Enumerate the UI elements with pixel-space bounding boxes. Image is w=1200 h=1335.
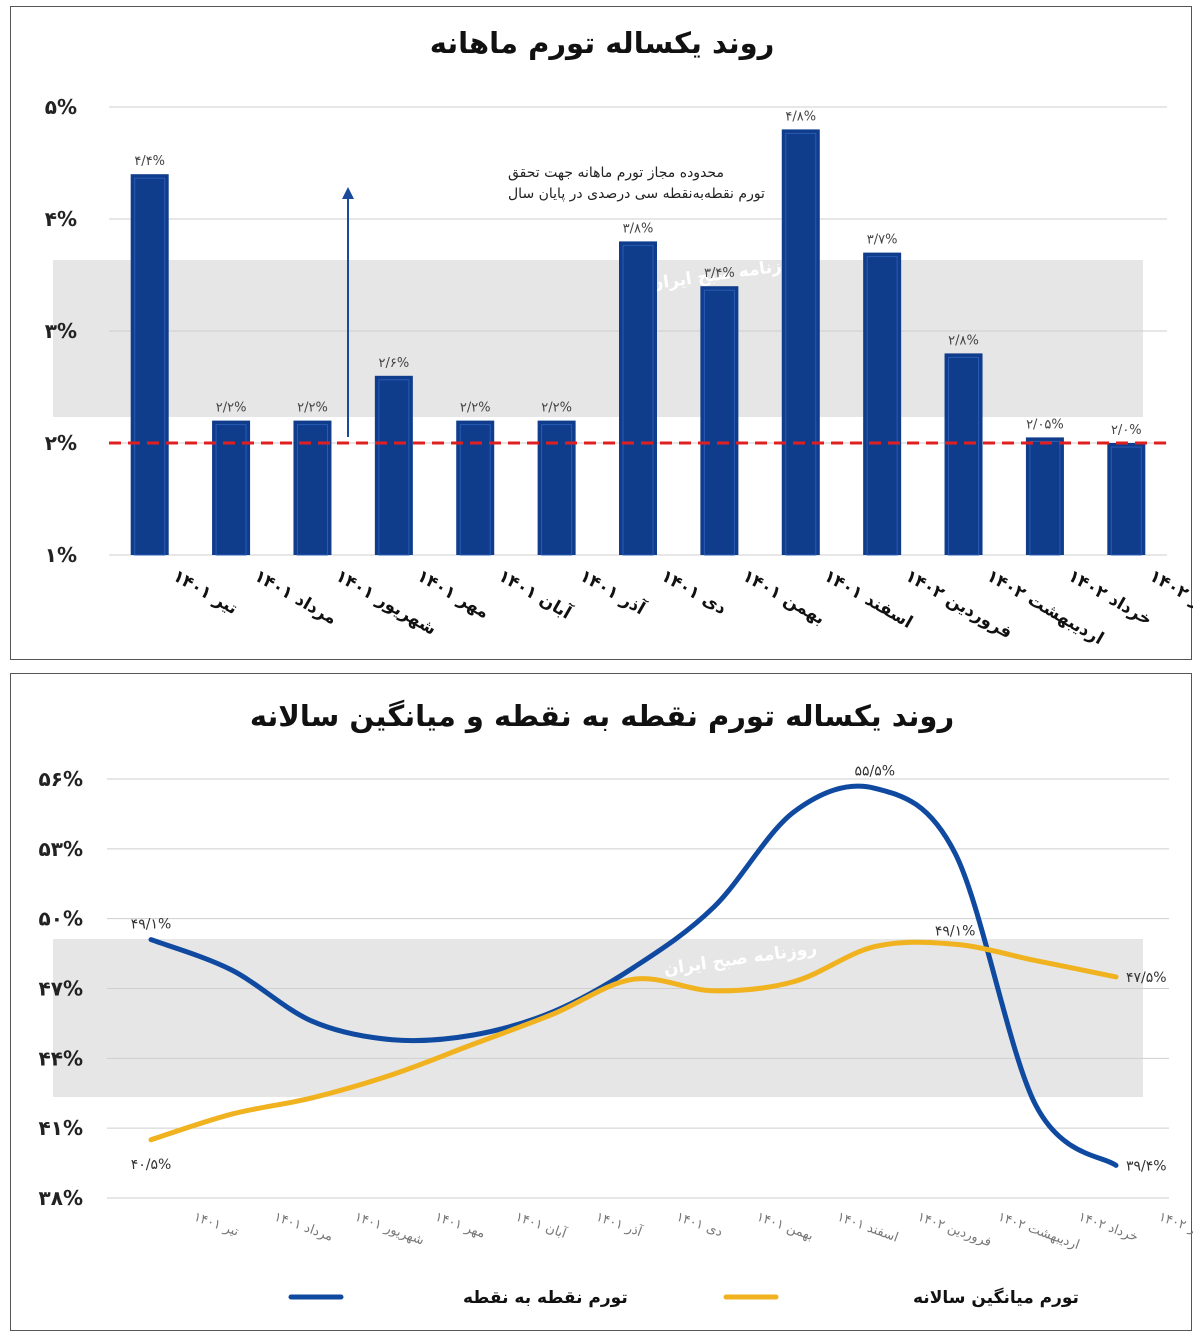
x-tick-label: مرداد ۱۴۰۱ <box>251 566 341 629</box>
bar <box>212 420 251 555</box>
x-tick-label: شهریور ۱۴۰۱ <box>352 1210 425 1249</box>
annotation-line-2: تورم نقطه‌به‌نقطه سی درصدی در پایان سال <box>508 186 765 202</box>
series-line-point-to-point <box>148 783 1119 1168</box>
x-tick-label: تیر ۱۴۰۱ <box>192 1210 241 1240</box>
y-tick-label: ۱% <box>45 543 77 567</box>
y-tick-label: ۵% <box>45 95 77 119</box>
data-label: ۲/۲% <box>541 401 572 416</box>
bar <box>374 375 413 555</box>
x-tick-label: مهر ۱۴۰۱ <box>433 1210 487 1242</box>
point-label: ۴۰/۵% <box>131 1157 172 1173</box>
data-label: ۲/۶% <box>378 356 409 371</box>
x-tick-label: دی ۱۴۰۱ <box>658 566 730 619</box>
bar-inner-edge <box>948 356 980 556</box>
data-label: ۲/۲% <box>297 401 328 416</box>
monthly-inflation-panel: روزنامه صبح ایران روند یکساله تورم ماهانه… <box>10 6 1193 660</box>
chart-title: روند یکساله تورم نقطه به نقطه و میانگین … <box>250 699 954 733</box>
y-tick-label: ۴۷% <box>39 977 83 1001</box>
data-label: ۳/۸% <box>623 221 654 236</box>
bar <box>456 420 495 555</box>
data-label: ۲/۲% <box>460 401 491 416</box>
x-tick-label: بهمن ۱۴۰۱ <box>739 566 828 629</box>
x-tick-label: آبان ۱۴۰۱ <box>495 564 577 624</box>
y-tick-label: ۴% <box>45 207 77 231</box>
annual-inflation-panel: روزنامه صبح ایران روند یکساله تورم نقطه ب… <box>10 673 1193 1331</box>
bar-inner-edge <box>215 424 247 556</box>
data-label: ۲/۲% <box>216 401 247 416</box>
x-tick-label: اردیبهشت ۱۴۰۲ <box>996 1210 1082 1253</box>
x-tick-label: تیر ۱۴۰۱ <box>169 566 241 619</box>
data-label: ۳/۴% <box>704 266 735 281</box>
x-tick-label: دی ۱۴۰۱ <box>674 1210 724 1241</box>
data-label: ۲/۰۵% <box>1026 417 1064 432</box>
data-label: ۳/۷% <box>867 233 898 248</box>
legend-label-annual-average: تورم میانگین سالانه <box>913 1287 1079 1308</box>
x-tick-label: اسفند ۱۴۰۱ <box>835 1210 900 1246</box>
bar <box>863 252 902 555</box>
data-label: ۲/۰% <box>1111 423 1142 438</box>
bar-inner-edge <box>785 132 817 556</box>
bar-inner-edge <box>296 424 328 556</box>
bar-inner-edge <box>541 424 573 556</box>
annotation-line-1: محدوده مجاز تورم ماهانه جهت تحقق <box>508 165 724 181</box>
y-tick-label: ۴۱% <box>39 1116 83 1140</box>
x-tick-label: آبان ۱۴۰۱ <box>513 1208 570 1243</box>
x-tick-label: تیر ۱۴۰۲ <box>1157 1210 1193 1240</box>
x-tick-label: اسفند ۱۴۰۱ <box>820 566 916 633</box>
y-tick-label: ۲% <box>45 431 77 455</box>
legend-label-point-to-point: تورم نقطه به نقطه <box>463 1288 628 1308</box>
bar-inner-edge <box>622 244 654 556</box>
point-label: ۴۹/۱% <box>131 917 172 933</box>
x-tick-label: آذر ۱۴۰۱ <box>594 1208 646 1241</box>
y-tick-label: ۵۳% <box>39 837 83 861</box>
y-tick-label: ۳۸% <box>39 1186 83 1210</box>
y-tick-label: ۳% <box>45 319 77 343</box>
bar-inner-edge <box>134 177 166 556</box>
bar <box>619 241 657 555</box>
data-label: ۲/۸% <box>948 333 979 348</box>
point-label: ۳۹/۴% <box>1126 1158 1167 1174</box>
bar-inner-edge <box>1110 446 1142 556</box>
point-label: ۵۵/۵% <box>854 763 895 779</box>
bar <box>944 353 983 555</box>
bar-inner-edge <box>378 379 410 556</box>
x-tick-label: بهمن ۱۴۰۱ <box>755 1210 816 1244</box>
background-band <box>53 939 1143 1097</box>
y-tick-label: ۵۰% <box>39 907 83 931</box>
bar-inner-edge <box>703 289 735 556</box>
x-tick-label: خرداد ۱۴۰۲ <box>1076 1210 1140 1245</box>
x-tick-label: مرداد ۱۴۰۱ <box>272 1210 335 1245</box>
x-tick-label: فروردین ۱۴۰۲ <box>915 1210 993 1251</box>
bar <box>1107 443 1146 555</box>
bar <box>781 129 820 555</box>
y-tick-label: ۵۶% <box>39 767 83 791</box>
x-tick-label: آذر ۱۴۰۱ <box>576 564 650 620</box>
chart-title: روند یکساله تورم ماهانه <box>430 26 775 60</box>
bar-inner-edge <box>1029 440 1061 556</box>
bar-inner-edge <box>866 256 898 556</box>
bar <box>130 174 169 555</box>
data-label: ۴/۴% <box>134 154 165 169</box>
annotation-arrow-head <box>342 187 354 199</box>
bar <box>1025 437 1064 555</box>
bar <box>537 420 576 555</box>
point-label: ۴۷/۵% <box>1126 970 1167 986</box>
bar <box>700 286 739 555</box>
y-tick-label: ۴۴% <box>39 1046 83 1070</box>
data-label: ۴/۸% <box>785 109 816 124</box>
bar-inner-edge <box>459 424 491 556</box>
series-line-annual-average <box>148 939 1119 1143</box>
bar <box>293 420 332 555</box>
point-label: ۴۹/۱% <box>935 923 976 939</box>
